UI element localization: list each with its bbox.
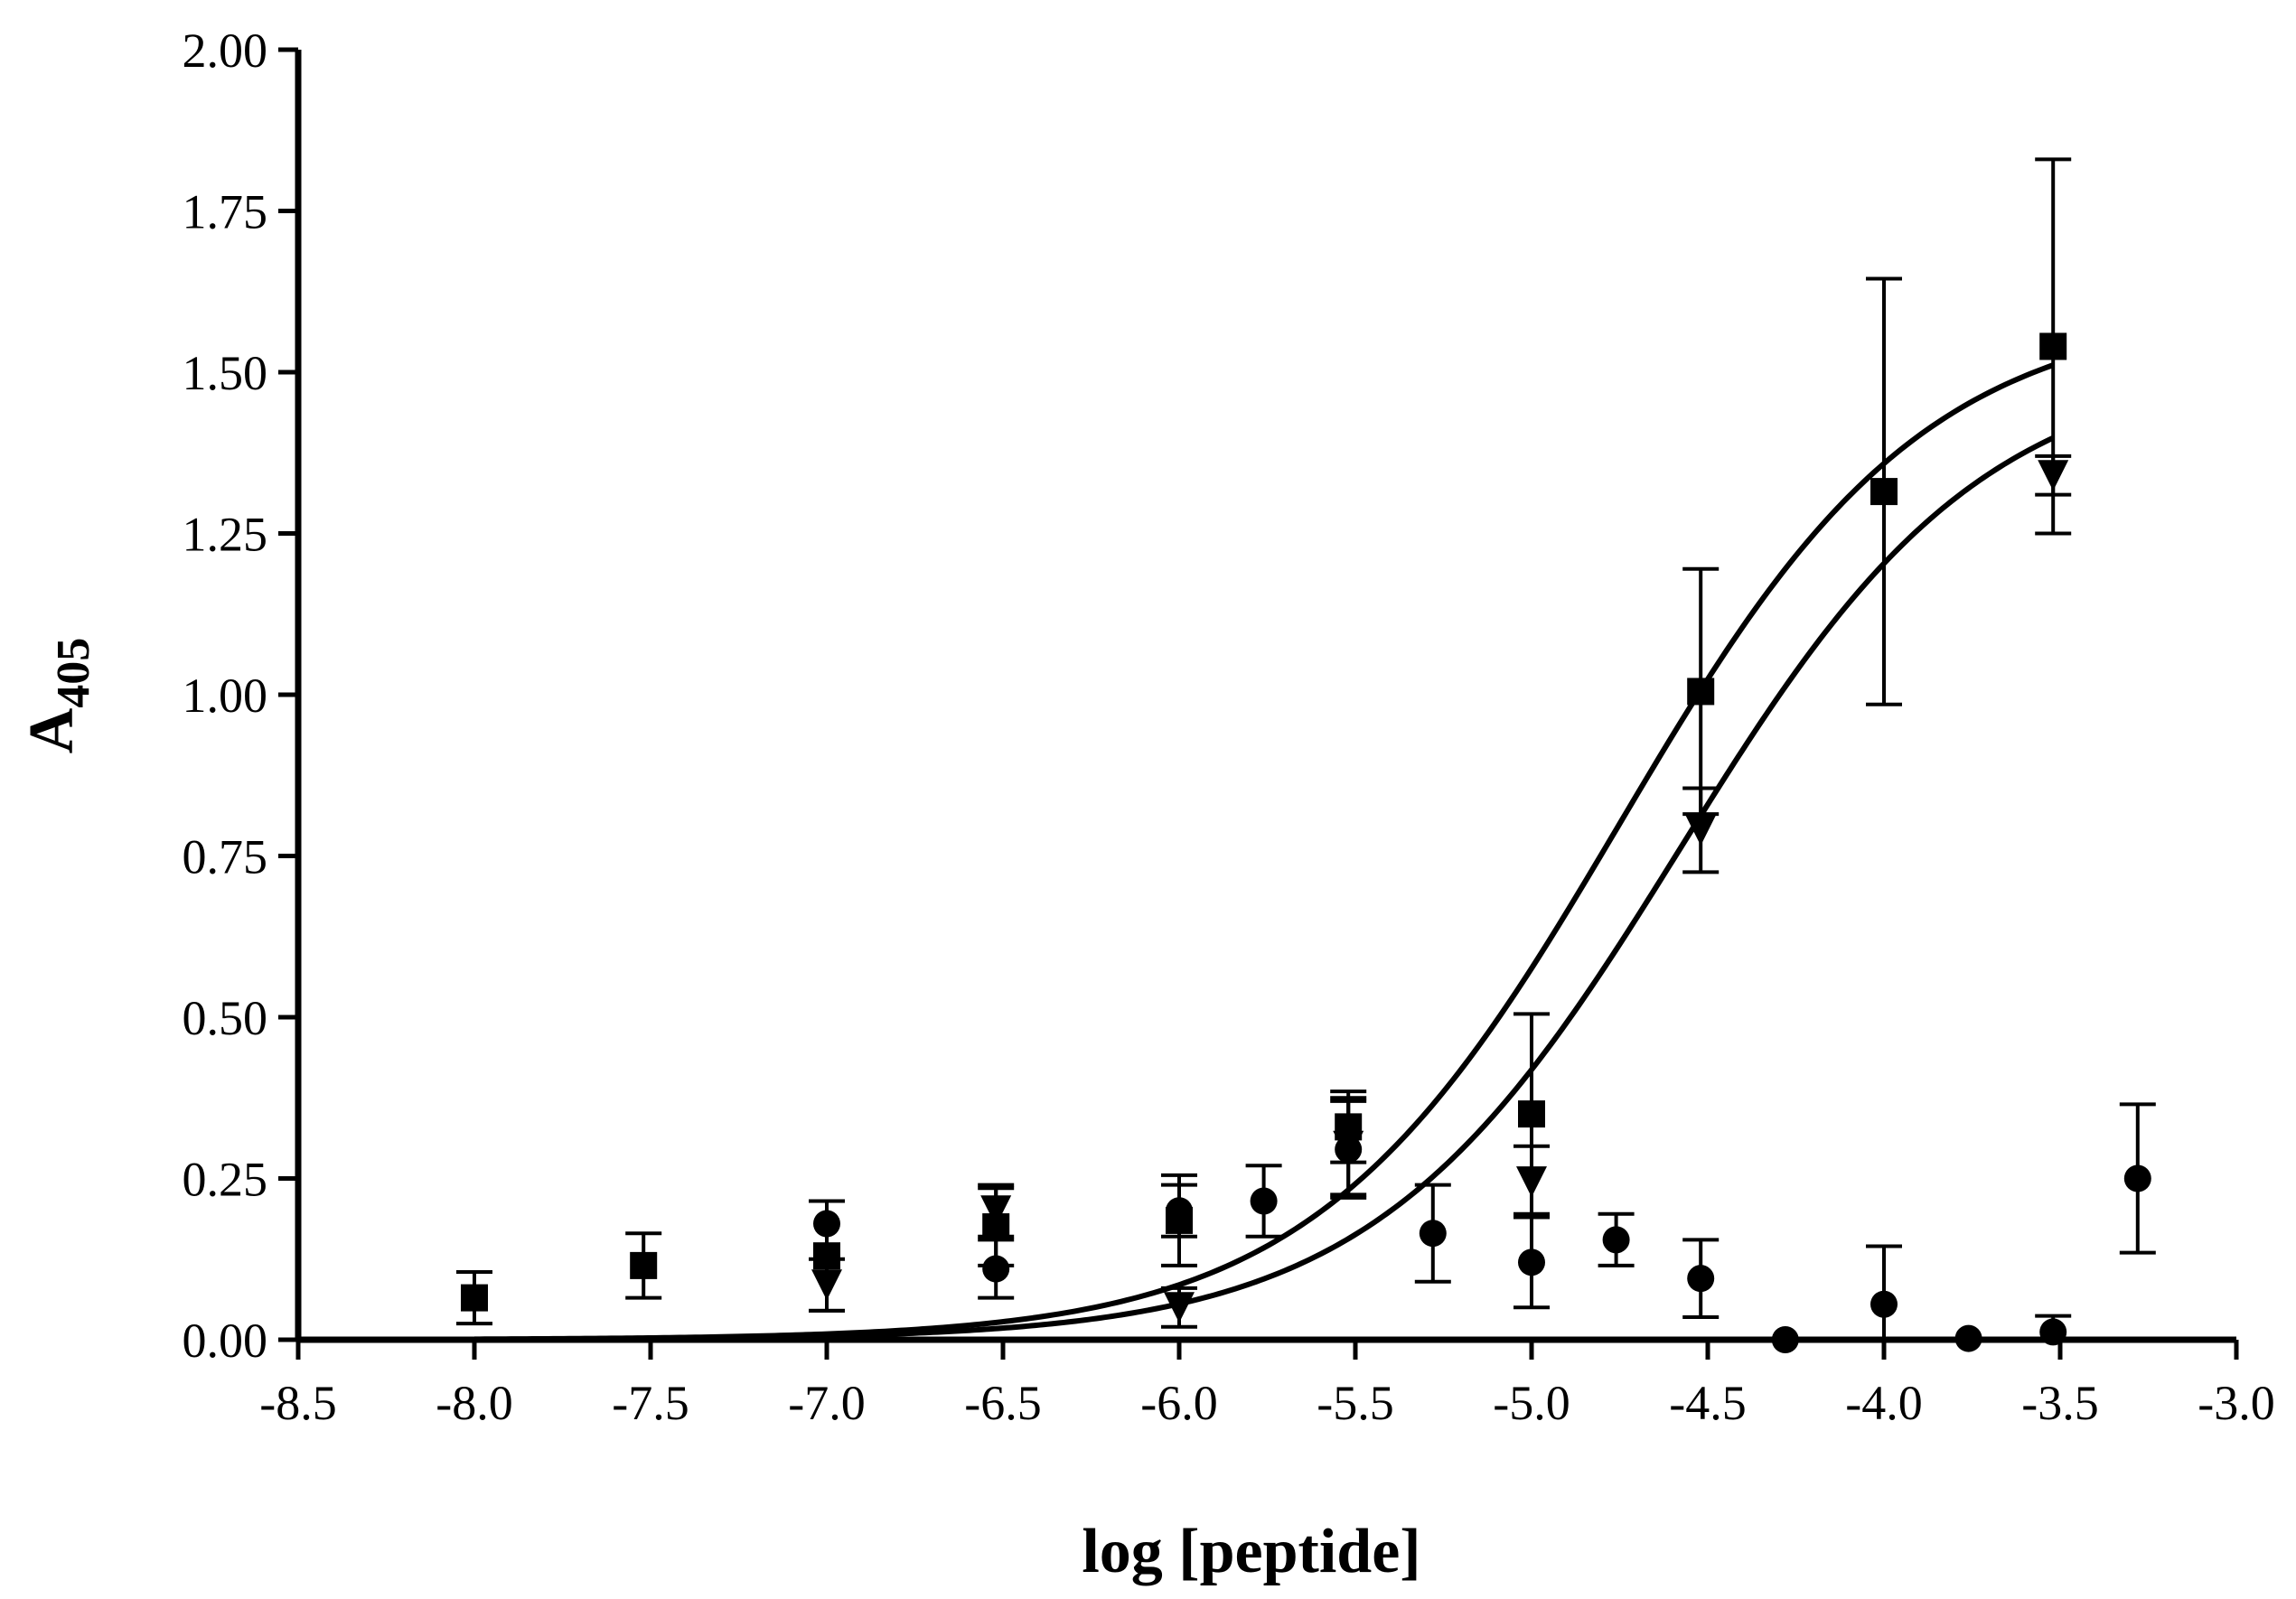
y-axis-title-main: A bbox=[17, 707, 87, 753]
x-tick-label: -4.0 bbox=[1845, 1376, 1922, 1430]
x-tick-label: -7.0 bbox=[788, 1376, 865, 1430]
point-square bbox=[1687, 678, 1715, 706]
tick-labels: -8.5 -8.0 -7.5 -7.0 -6.5 -6.0 -5.5 -5.0 -4.5 -4.0… bbox=[183, 23, 2275, 1430]
point-circle bbox=[1687, 1265, 1715, 1293]
x-tick-label: -7.5 bbox=[612, 1376, 689, 1430]
fit-curve-triangle-down bbox=[826, 435, 2055, 1339]
point-circle bbox=[1335, 1136, 1363, 1164]
point-circle bbox=[1602, 1226, 1630, 1254]
y-tick-label: 0.25 bbox=[183, 1153, 268, 1207]
point-circle bbox=[1870, 1290, 1898, 1318]
x-tick-label: -5.5 bbox=[1317, 1376, 1393, 1430]
x-tick-label: -8.5 bbox=[259, 1376, 336, 1430]
x-tick-label: -3.0 bbox=[2198, 1376, 2274, 1430]
x-tick-label: -3.5 bbox=[2021, 1376, 2098, 1430]
point-circle bbox=[2123, 1164, 2151, 1192]
x-tick-label: -8.0 bbox=[436, 1376, 512, 1430]
point-triangle bbox=[1516, 1166, 1547, 1198]
point-triangle bbox=[980, 1195, 1012, 1227]
point-circle bbox=[982, 1255, 1010, 1283]
x-tick-label: -5.0 bbox=[1493, 1376, 1570, 1430]
x-tick-label: -4.5 bbox=[1669, 1376, 1746, 1430]
point-circle bbox=[1166, 1197, 1193, 1225]
y-tick-label: 1.75 bbox=[183, 185, 268, 239]
point-square bbox=[2039, 332, 2067, 360]
y-tick-label: 0.75 bbox=[183, 830, 268, 884]
error-bars bbox=[456, 157, 2156, 1342]
point-triangle bbox=[1164, 1292, 1195, 1323]
point-square bbox=[1518, 1100, 1545, 1128]
y-tick-label: 0.50 bbox=[183, 991, 268, 1045]
point-circle bbox=[1518, 1248, 1545, 1276]
point-triangle bbox=[1685, 814, 1717, 846]
point-square bbox=[1870, 478, 1898, 506]
data-markers bbox=[461, 332, 2151, 1353]
point-triangle bbox=[2038, 460, 2069, 491]
y-axis-title: A405 bbox=[17, 638, 99, 754]
x-tick-label: -6.5 bbox=[964, 1376, 1041, 1430]
point-square bbox=[630, 1251, 658, 1279]
y-axis-title-subscript: 405 bbox=[48, 638, 99, 708]
y-tick-label: 0.00 bbox=[183, 1314, 268, 1368]
point-circle bbox=[1419, 1220, 1447, 1248]
y-tick-label: 2.00 bbox=[183, 23, 268, 78]
y-tick-label: 1.25 bbox=[183, 508, 268, 562]
x-axis-title: log [peptide] bbox=[1082, 1517, 1420, 1586]
axes bbox=[278, 47, 2239, 1360]
point-circle bbox=[1250, 1187, 1278, 1215]
y-tick-label: 1.00 bbox=[183, 669, 268, 723]
y-tick-label: 1.50 bbox=[183, 346, 268, 400]
point-square bbox=[461, 1284, 488, 1312]
fit-curve-square bbox=[473, 362, 2055, 1342]
point-square bbox=[813, 1242, 840, 1270]
point-triangle bbox=[811, 1269, 842, 1301]
point-circle bbox=[813, 1210, 840, 1238]
fit-curves bbox=[473, 362, 2055, 1342]
x-tick-label: -6.0 bbox=[1140, 1376, 1217, 1430]
